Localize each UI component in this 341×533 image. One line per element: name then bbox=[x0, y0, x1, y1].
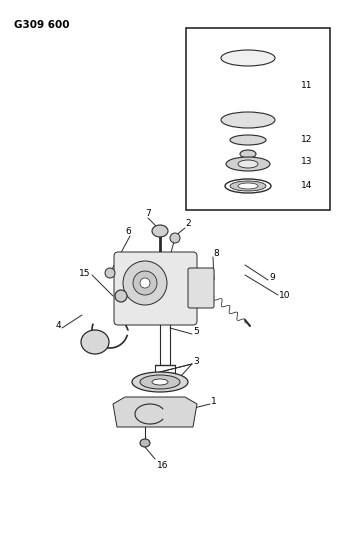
Ellipse shape bbox=[230, 135, 266, 145]
Text: 13: 13 bbox=[301, 157, 313, 166]
Text: 14: 14 bbox=[301, 182, 313, 190]
Text: 6: 6 bbox=[125, 228, 131, 237]
Text: 8: 8 bbox=[213, 249, 219, 259]
Ellipse shape bbox=[140, 439, 150, 447]
Text: 11: 11 bbox=[301, 80, 313, 90]
Ellipse shape bbox=[240, 150, 256, 158]
Ellipse shape bbox=[105, 268, 115, 278]
Ellipse shape bbox=[170, 233, 180, 243]
Text: 12: 12 bbox=[301, 135, 313, 144]
Ellipse shape bbox=[81, 330, 109, 354]
Ellipse shape bbox=[226, 157, 270, 171]
Ellipse shape bbox=[123, 261, 167, 305]
Polygon shape bbox=[113, 397, 197, 427]
Ellipse shape bbox=[238, 160, 258, 168]
Ellipse shape bbox=[140, 278, 150, 288]
Ellipse shape bbox=[140, 375, 180, 389]
FancyBboxPatch shape bbox=[188, 268, 214, 308]
Text: 10: 10 bbox=[279, 290, 291, 300]
Ellipse shape bbox=[238, 183, 258, 189]
Text: 5: 5 bbox=[193, 327, 199, 336]
Ellipse shape bbox=[133, 271, 157, 295]
Ellipse shape bbox=[132, 372, 188, 392]
Text: 4: 4 bbox=[55, 321, 61, 330]
Text: 1: 1 bbox=[211, 398, 217, 407]
Text: G309 600: G309 600 bbox=[14, 20, 70, 30]
Text: 7: 7 bbox=[145, 208, 151, 217]
Ellipse shape bbox=[221, 50, 275, 66]
Text: 15: 15 bbox=[79, 269, 91, 278]
Ellipse shape bbox=[152, 379, 168, 385]
Ellipse shape bbox=[230, 181, 266, 191]
Text: 16: 16 bbox=[157, 461, 169, 470]
Text: 9: 9 bbox=[269, 273, 275, 282]
Ellipse shape bbox=[225, 179, 271, 193]
Text: 2: 2 bbox=[185, 220, 191, 229]
Ellipse shape bbox=[115, 290, 127, 302]
Ellipse shape bbox=[152, 225, 168, 237]
Text: 3: 3 bbox=[193, 358, 199, 367]
FancyBboxPatch shape bbox=[114, 252, 197, 325]
Ellipse shape bbox=[221, 112, 275, 128]
Bar bbox=[186, 28, 330, 210]
